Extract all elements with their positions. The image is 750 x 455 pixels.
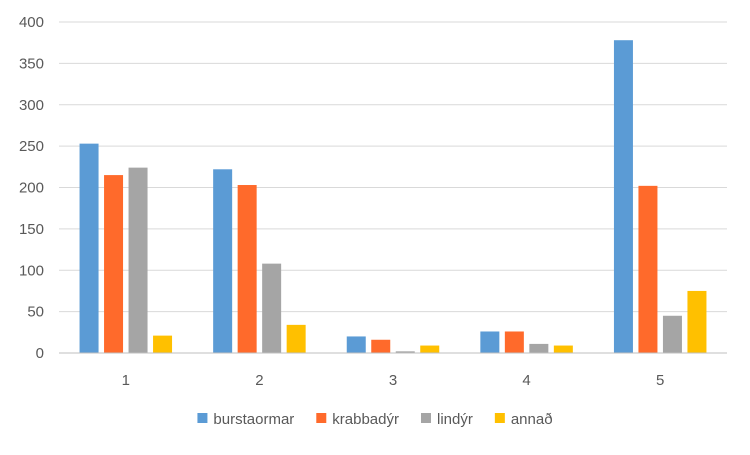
gridlines — [59, 21, 727, 313]
legend-swatch-krabbadýr — [316, 413, 327, 423]
legend-swatch-lindýr — [420, 413, 431, 423]
y-tick-label: 50 — [27, 304, 44, 321]
bar-lindýr-5 — [662, 315, 682, 353]
bar-lindýr-3 — [395, 351, 415, 353]
y-tick-label: 0 — [36, 345, 44, 362]
y-tick-label: 250 — [19, 138, 44, 155]
bar-annað-4 — [553, 345, 573, 353]
bar-krabbadýr-2 — [237, 185, 257, 353]
x-tick-label: 1 — [122, 372, 130, 389]
bar-burstaormar-5 — [613, 40, 633, 353]
bar-annað-2 — [286, 324, 306, 353]
bar-lindýr-1 — [128, 167, 148, 353]
bar-annað-1 — [153, 335, 173, 353]
bar-burstaormar-4 — [480, 331, 500, 353]
y-tick-label: 150 — [19, 221, 44, 238]
bar-burstaormar-1 — [79, 143, 99, 353]
bar-burstaormar-3 — [346, 336, 366, 353]
y-tick-label: 300 — [19, 97, 44, 114]
x-tick-label: 5 — [656, 372, 664, 389]
legend-swatch-burstaormar — [197, 413, 208, 423]
bar-lindýr-4 — [529, 343, 549, 353]
x-tick-label: 3 — [389, 372, 397, 389]
legend-swatch-annað — [494, 413, 505, 423]
y-tick-label: 350 — [19, 55, 44, 72]
bar-krabbadýr-3 — [371, 339, 391, 353]
bar-krabbadýr-1 — [104, 175, 124, 353]
y-tick-label: 200 — [19, 180, 44, 197]
x-tick-label: 4 — [522, 372, 530, 389]
bar-krabbadýr-5 — [638, 185, 658, 353]
legend-label: burstaormar — [213, 411, 294, 428]
bar-burstaormar-2 — [213, 169, 233, 353]
legend-label: krabbadýr — [332, 411, 399, 428]
bar-annað-5 — [687, 290, 707, 353]
x-tick-label: 2 — [255, 372, 263, 389]
bars — [79, 40, 707, 353]
legend: burstaormar krabbadýr lindýr annað — [197, 411, 553, 428]
legend-label: lindýr — [437, 411, 473, 428]
bar-lindýr-2 — [262, 263, 282, 353]
y-tick-label: 400 — [19, 14, 44, 31]
bar-annað-3 — [420, 345, 440, 353]
bar-krabbadýr-4 — [504, 331, 524, 353]
y-tick-label: 100 — [19, 262, 44, 279]
legend-label: annað — [511, 411, 553, 428]
axes: 0 50 100 150 200 250 300 350 400 1 2 3 4 5 — [19, 14, 727, 389]
